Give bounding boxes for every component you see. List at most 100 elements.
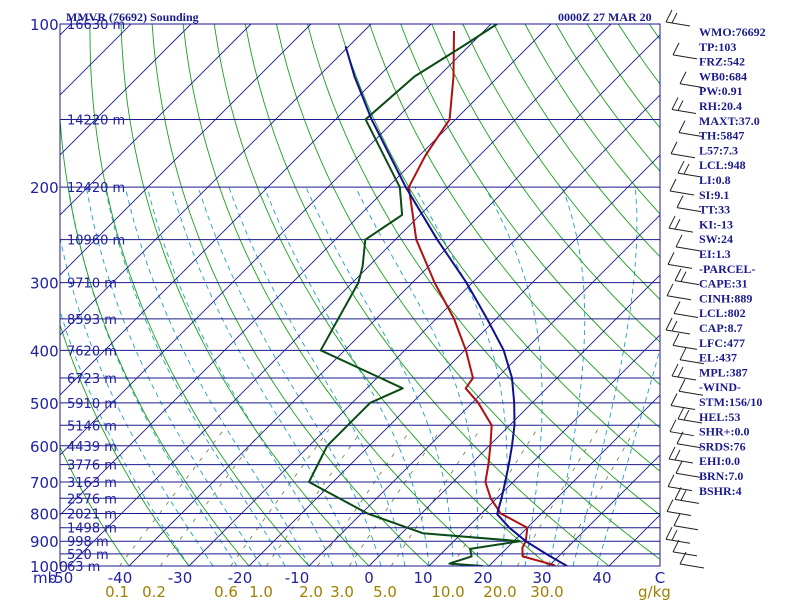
temperature-tick-label: 20 xyxy=(473,569,492,587)
wind-barb xyxy=(675,460,701,478)
wind-barb-flag xyxy=(674,449,681,461)
wind-barb-flag xyxy=(674,218,681,230)
wind-barb-flag xyxy=(680,490,687,501)
wind-barb-flag xyxy=(672,333,680,346)
wind-barb-flag xyxy=(675,460,683,474)
parcel-profile xyxy=(344,46,568,566)
sounding-index: TH:5847 xyxy=(699,129,744,143)
temperature-tick-label: -20 xyxy=(228,569,253,587)
moist-adiabat xyxy=(68,187,238,566)
pressure-tick-label: 100 xyxy=(30,16,59,34)
isotherm xyxy=(60,24,492,456)
sounding-index: HEL:53 xyxy=(699,410,740,424)
wind-barb-staff xyxy=(676,443,702,449)
wind-barb-staff xyxy=(667,263,693,269)
mixing-ratio-tick-label: 5.0 xyxy=(373,583,397,600)
isotherm xyxy=(428,334,660,566)
isotherm xyxy=(128,34,660,566)
wind-barb-staff xyxy=(665,329,691,335)
temperature-tick-label: 10 xyxy=(413,569,432,587)
chart-series xyxy=(308,24,568,566)
height-label: 5146 m xyxy=(67,419,117,434)
moist-adiabat xyxy=(104,187,286,566)
height-label: 6723 m xyxy=(67,372,117,387)
wind-barb-staff xyxy=(668,458,694,464)
height-label: 998 m xyxy=(67,535,109,550)
wind-barb-flag xyxy=(671,529,678,541)
temperature-tick-label: 40 xyxy=(592,569,611,587)
chart-grid xyxy=(60,24,660,566)
sounding-index: WB0:684 xyxy=(699,69,747,83)
chart-title: MMVR (76692) Sounding xyxy=(66,10,199,24)
sounding-index: TP:103 xyxy=(699,40,736,54)
wind-barb-staff xyxy=(669,190,695,196)
pressure-tick-label: 400 xyxy=(30,342,59,360)
wind-barb-flag xyxy=(671,363,679,377)
wind-barb-staff xyxy=(675,472,701,478)
wind-barb-flag xyxy=(680,271,687,282)
wind-barb-staff xyxy=(679,83,705,89)
height-label: 8593 m xyxy=(67,313,117,328)
wind-barb-flag xyxy=(678,379,686,392)
pressure-tick-label: 800 xyxy=(30,505,59,523)
mixing-ratio-tick-label: 0.2 xyxy=(142,583,166,600)
wind-barb xyxy=(672,42,698,60)
wind-barb-staff xyxy=(670,153,696,159)
pressure-tick-label: 200 xyxy=(30,179,59,197)
wind-barb-flag xyxy=(676,195,684,208)
pressure-tick-label: 700 xyxy=(30,474,59,492)
wind-barb-flag xyxy=(672,539,680,553)
wind-barb xyxy=(676,431,702,449)
wind-barb-staff xyxy=(665,21,691,27)
height-label: 10960 m xyxy=(67,234,125,249)
wind-barb-staff xyxy=(666,295,692,301)
isotherm xyxy=(68,24,612,566)
wind-barb-flag xyxy=(683,163,690,175)
temperature-tick-label: -10 xyxy=(285,569,310,587)
wind-barb xyxy=(666,499,692,516)
wind-barb-flag xyxy=(674,487,682,500)
plot-frame xyxy=(59,23,661,567)
wind-barb xyxy=(679,71,705,89)
wind-barb xyxy=(676,195,702,213)
sounding-index: -WIND- xyxy=(699,380,741,394)
wind-barb-staff xyxy=(668,227,694,233)
isotherm xyxy=(60,24,252,216)
height-label: 3163 m xyxy=(67,476,117,491)
wind-barb-flag xyxy=(666,283,674,297)
isotherm xyxy=(248,154,660,566)
wind-barb-flag xyxy=(667,474,675,487)
height-label: 520 m xyxy=(67,548,109,563)
sounding-index: -PARCEL- xyxy=(699,262,755,276)
wind-barb xyxy=(669,178,695,196)
wind-barb-staff xyxy=(677,418,703,424)
height-label: 12420 m xyxy=(67,181,125,196)
wind-barb-staff xyxy=(673,525,699,531)
wind-barb xyxy=(667,252,693,269)
wind-barb xyxy=(674,268,700,286)
mixing-ratio-unit-label: g/kg xyxy=(638,583,671,600)
temperature-tick-label: -40 xyxy=(108,569,133,587)
sounding-index: SI:9.1 xyxy=(699,188,729,202)
pressure-tick-label: 900 xyxy=(30,533,59,551)
temperature-tick-label: -30 xyxy=(168,569,193,587)
wind-barb xyxy=(672,333,698,350)
isotherm xyxy=(60,24,372,336)
wind-barb-flag xyxy=(675,234,683,248)
wind-barb-staff xyxy=(671,375,697,381)
mixing-ratio-tick-label: 0.6 xyxy=(214,583,238,600)
sounding-index: CAP:8.7 xyxy=(699,321,743,335)
pressure-tick-label: 300 xyxy=(30,275,59,293)
wind-barb-flag xyxy=(667,252,675,265)
mixing-ratio-tick-label: 10.0 xyxy=(431,583,464,600)
sounding-index: STM:156/10 xyxy=(699,395,762,409)
mixing-ratio-tick-label: 0.1 xyxy=(105,583,129,600)
wind-barb xyxy=(679,551,705,569)
isotherm xyxy=(488,394,660,566)
wind-barb-flag xyxy=(671,97,679,110)
wind-barb-staff xyxy=(679,359,705,365)
height-label: 9710 m xyxy=(67,277,117,292)
wind-barb xyxy=(667,474,693,492)
wind-barb xyxy=(671,363,697,381)
wind-barb-staff xyxy=(679,563,705,569)
